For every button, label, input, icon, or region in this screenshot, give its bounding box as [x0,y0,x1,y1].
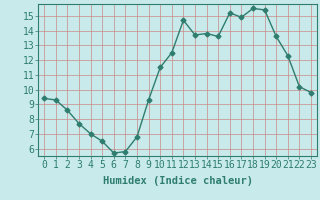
X-axis label: Humidex (Indice chaleur): Humidex (Indice chaleur) [103,176,252,186]
